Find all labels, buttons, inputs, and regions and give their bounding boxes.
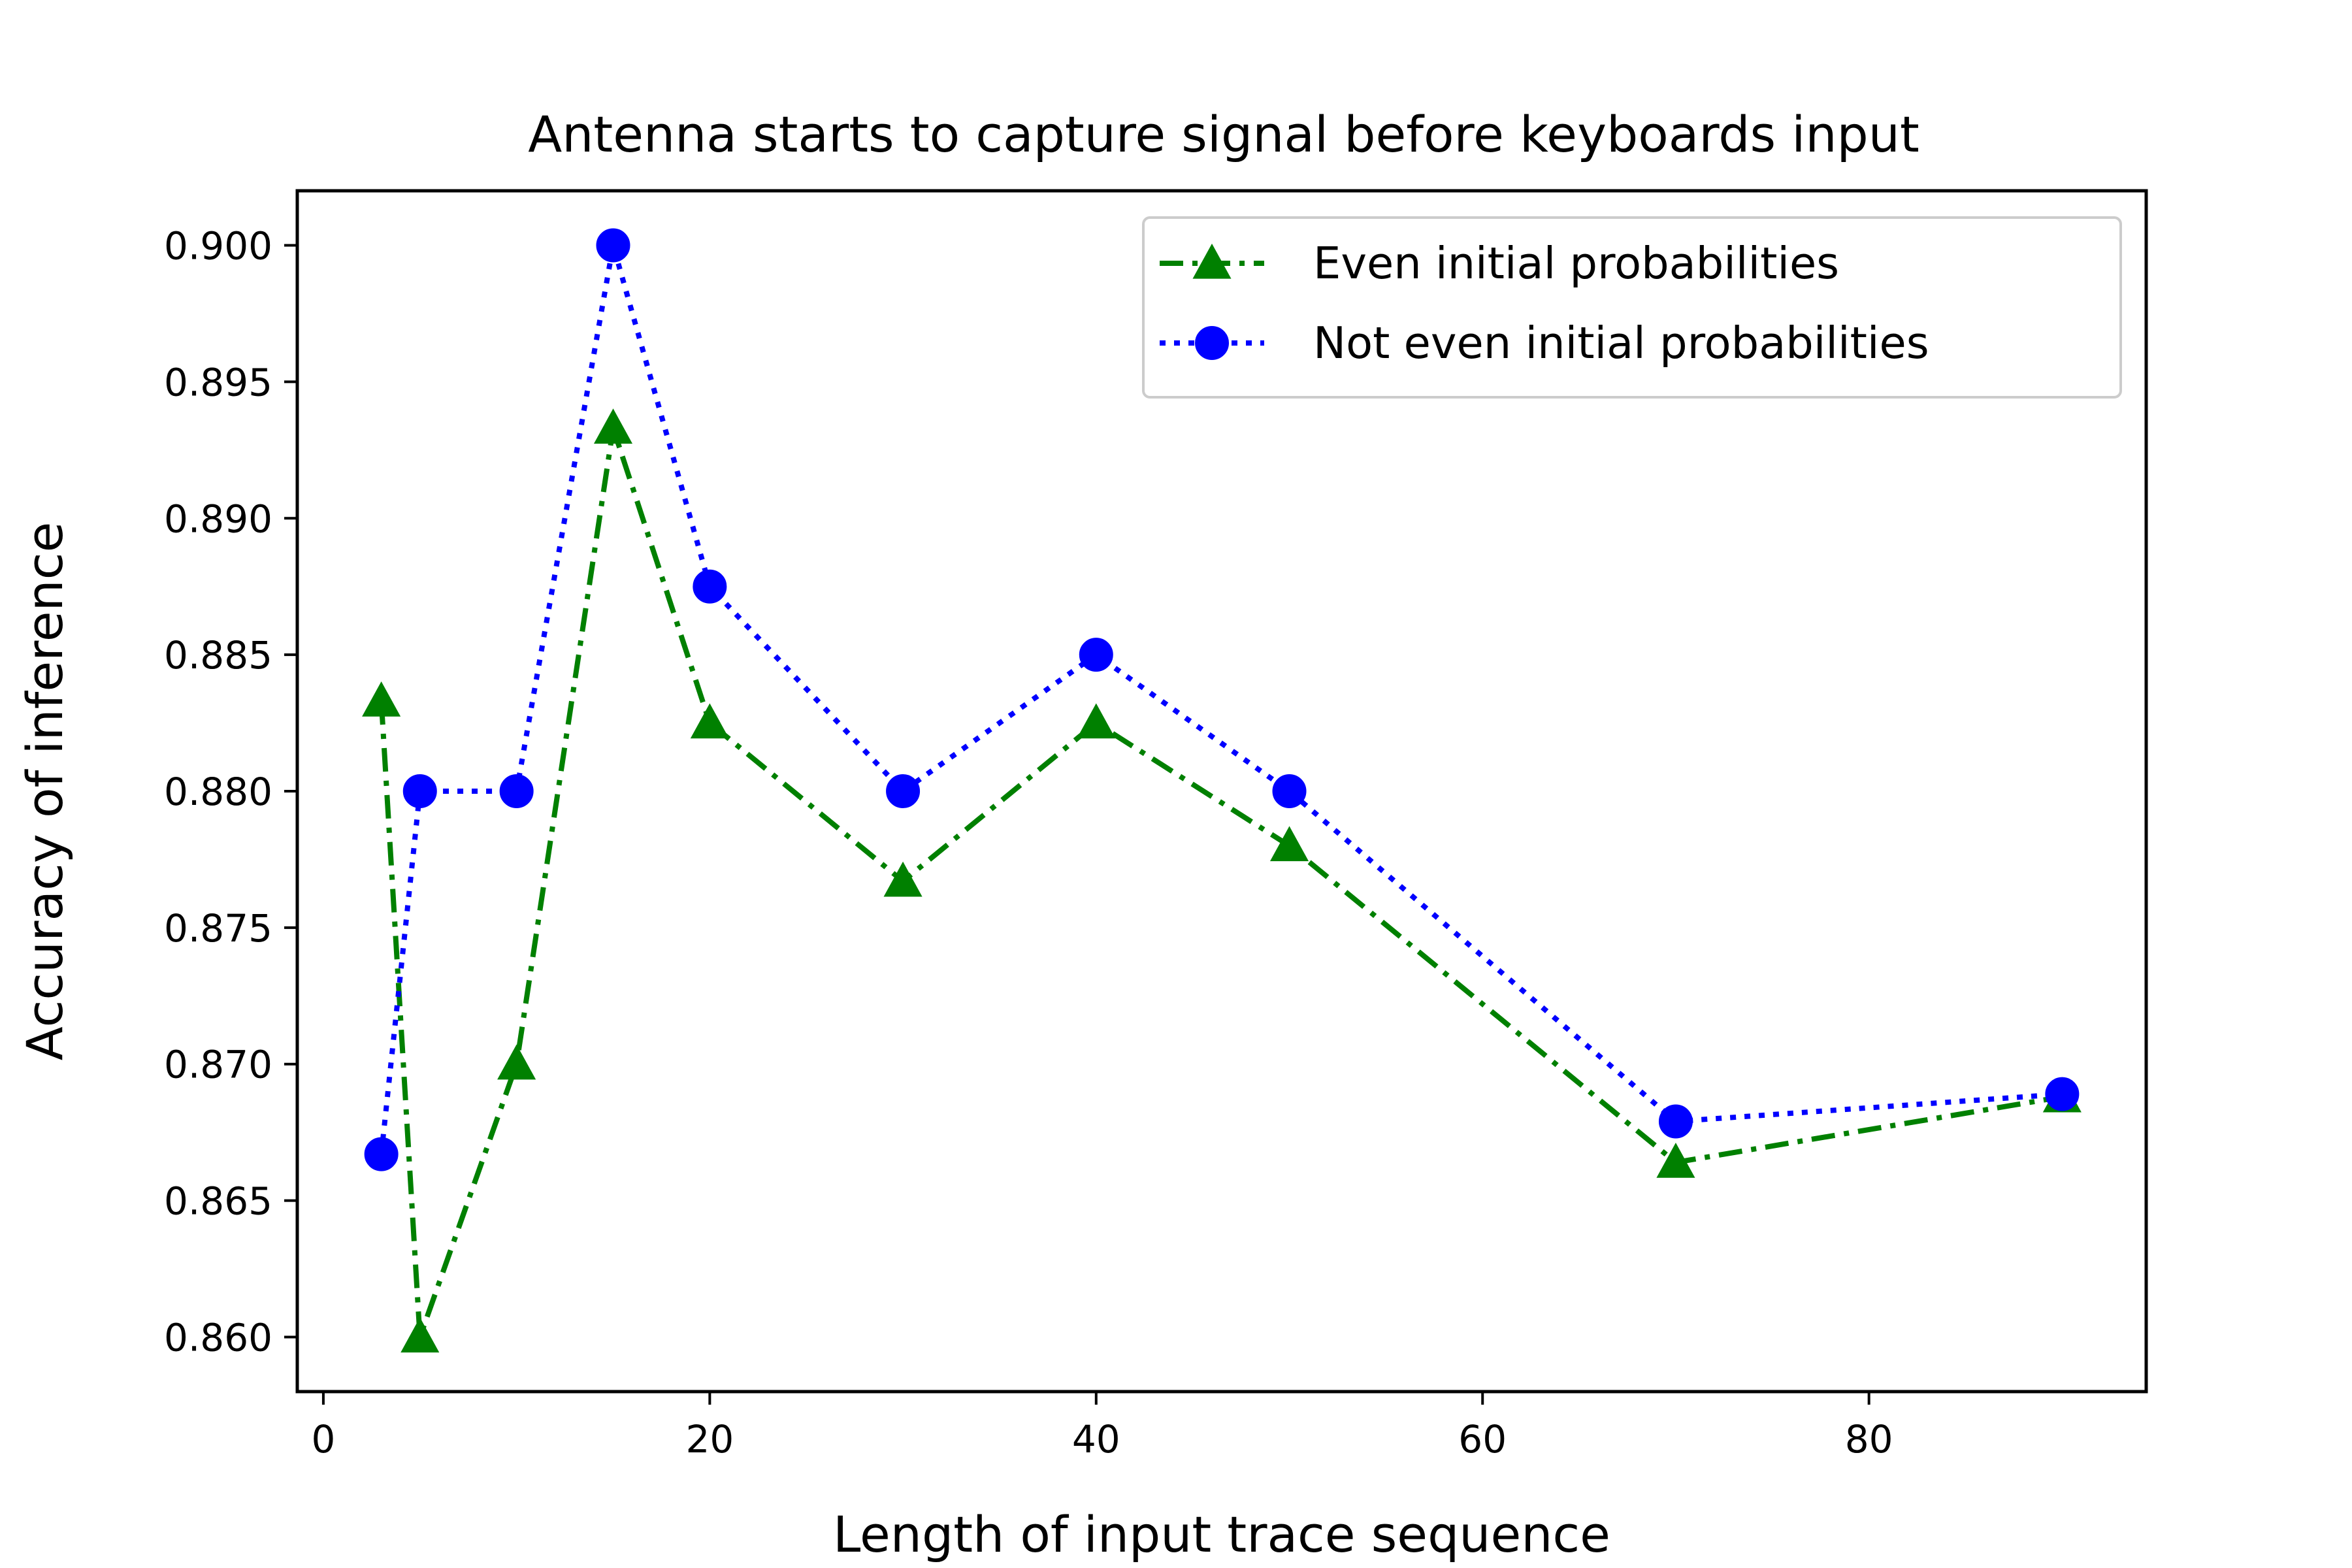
data-point — [596, 228, 630, 263]
y-tick-label: 0.880 — [164, 770, 272, 814]
y-axis-label: Accuracy of inference — [16, 522, 74, 1060]
x-tick-label: 40 — [1072, 1417, 1120, 1462]
x-tick-label: 0 — [311, 1417, 335, 1462]
x-tick-label: 80 — [1845, 1417, 1893, 1462]
data-point — [1658, 1104, 1693, 1139]
legend: Even initial probabilities Not even initi… — [1142, 216, 2122, 399]
data-point — [362, 681, 401, 717]
y-tick-label: 0.860 — [164, 1315, 272, 1360]
legend-entries: Even initial probabilities Not even initi… — [1160, 238, 1929, 368]
data-point — [1077, 703, 1116, 739]
series-2 — [364, 228, 2080, 1171]
data-point — [690, 703, 729, 739]
data-point — [497, 1044, 536, 1080]
y-tick-label: 0.870 — [164, 1043, 272, 1087]
legend-box — [1142, 216, 2122, 399]
legend-marker — [1195, 326, 1229, 360]
y-axis-ticks: 0.860 0.865 0.870 0.875 0.880 0.885 0.890 0.895… — [164, 224, 297, 1360]
y-tick-label: 0.890 — [164, 497, 272, 541]
series-line — [378, 244, 2063, 1155]
y-tick-label: 0.875 — [164, 906, 272, 951]
plot-frame — [295, 189, 2148, 1394]
data-point — [402, 774, 437, 808]
legend-entry: Not even initial probabilities — [1160, 318, 1929, 368]
legend-label: Even initial probabilities — [1313, 238, 1839, 289]
data-point — [2045, 1077, 2080, 1111]
series-layer — [362, 228, 2082, 1353]
data-point — [593, 408, 633, 444]
y-tick-label: 0.900 — [164, 224, 272, 269]
data-point — [1269, 826, 1309, 862]
chart-title: Antenna starts to capture signal before … — [528, 105, 1919, 163]
data-point — [400, 1317, 440, 1353]
data-point — [364, 1137, 399, 1171]
x-tick-label: 20 — [685, 1417, 734, 1462]
data-point — [693, 569, 727, 604]
data-point — [499, 774, 534, 808]
legend-marker — [1192, 243, 1232, 279]
y-tick-label: 0.895 — [164, 360, 272, 404]
legend-entry: Even initial probabilities — [1160, 238, 1839, 289]
series-line — [378, 427, 2063, 1338]
x-axis-ticks: 0 20 40 60 80 — [311, 1392, 1893, 1462]
y-tick-label: 0.865 — [164, 1179, 272, 1224]
data-point — [1656, 1142, 1695, 1178]
series-1 — [362, 408, 2082, 1353]
data-point — [1272, 774, 1307, 808]
data-point — [886, 774, 921, 808]
x-axis-label: Length of input trace sequence — [833, 1505, 1610, 1563]
data-point — [883, 861, 923, 897]
x-tick-label: 60 — [1458, 1417, 1507, 1462]
legend-label: Not even initial probabilities — [1313, 318, 1929, 368]
data-point — [1079, 638, 1113, 672]
y-tick-label: 0.885 — [164, 633, 272, 678]
